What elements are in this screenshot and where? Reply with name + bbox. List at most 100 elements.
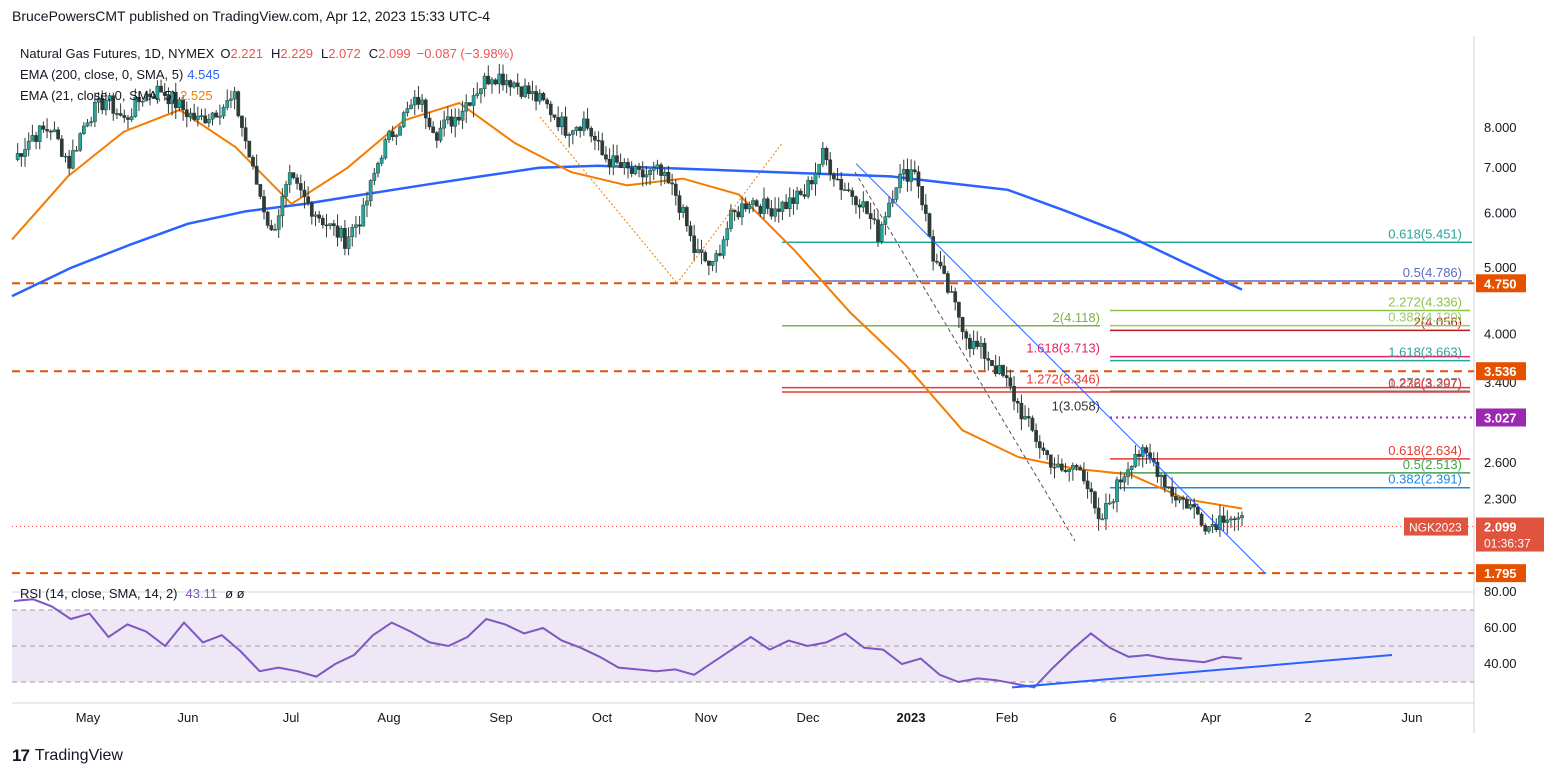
fib-leg-a bbox=[539, 116, 678, 284]
candle-body bbox=[107, 95, 112, 101]
candle-body bbox=[662, 171, 667, 176]
candle-body bbox=[460, 110, 465, 121]
time-label: May bbox=[76, 710, 101, 725]
candle-body bbox=[747, 204, 752, 210]
candle-body bbox=[1185, 499, 1189, 509]
candle-body bbox=[563, 116, 568, 136]
time-label: Oct bbox=[592, 710, 613, 725]
candle-body bbox=[199, 115, 204, 118]
candle-body bbox=[173, 91, 178, 108]
candle-body bbox=[1210, 524, 1215, 527]
candle-body bbox=[648, 169, 652, 175]
legend-c: 2.099 bbox=[378, 46, 411, 61]
candle-body bbox=[162, 92, 167, 96]
candle-body bbox=[19, 153, 24, 157]
candle-body bbox=[295, 177, 299, 184]
candle-body bbox=[839, 179, 844, 191]
candle-body bbox=[1015, 401, 1020, 404]
fib-label: 1.272(3.307) bbox=[1388, 375, 1462, 390]
candle-body bbox=[482, 75, 487, 89]
time-label: Nov bbox=[694, 710, 718, 725]
footer: 17 TradingView bbox=[12, 746, 123, 766]
candle-body bbox=[1118, 479, 1123, 483]
candle-body bbox=[673, 183, 678, 196]
candle-body bbox=[52, 129, 57, 133]
time-axis: May Jun Jul Aug Sep Oct Nov Dec 2023 Feb 6 Apr 2 Jun bbox=[76, 710, 1423, 725]
candle-body bbox=[762, 198, 766, 214]
candle-body bbox=[78, 133, 83, 151]
candle-body bbox=[526, 85, 531, 95]
candle-body bbox=[1192, 504, 1197, 508]
candle-body bbox=[953, 291, 958, 303]
candle-body bbox=[137, 96, 141, 103]
candle-body bbox=[26, 140, 31, 150]
candle-body bbox=[659, 164, 663, 176]
candle-body bbox=[607, 158, 612, 168]
candle-body bbox=[541, 93, 546, 101]
publisher-line: BrucePowersCMT published on TradingView.… bbox=[12, 8, 491, 24]
rsi-pane bbox=[12, 598, 1474, 689]
candle-body bbox=[809, 180, 814, 185]
candle-body bbox=[420, 99, 424, 105]
candle-body bbox=[291, 172, 296, 179]
candle-body bbox=[537, 93, 542, 102]
price-tick: 2.300 bbox=[1484, 491, 1517, 506]
candle-body bbox=[909, 169, 913, 182]
candle-body bbox=[1100, 518, 1105, 521]
candle-body bbox=[184, 109, 189, 118]
candle-body bbox=[214, 112, 219, 118]
candle-body bbox=[387, 131, 391, 140]
candle-body bbox=[269, 225, 274, 231]
candle-body bbox=[1085, 480, 1090, 490]
candle-body bbox=[409, 104, 413, 109]
candle-body bbox=[596, 139, 601, 142]
candle-body bbox=[758, 206, 763, 214]
candle-body bbox=[170, 91, 174, 105]
candle-body bbox=[445, 116, 450, 121]
candle-body bbox=[1129, 466, 1134, 470]
candle-body bbox=[236, 91, 241, 117]
candle-body bbox=[751, 200, 755, 205]
candle-body bbox=[802, 194, 807, 197]
candle-body bbox=[438, 127, 443, 141]
candle-body bbox=[93, 101, 97, 122]
candle-body bbox=[118, 113, 123, 116]
candle-body bbox=[1196, 506, 1200, 515]
candle-body bbox=[324, 224, 329, 227]
candle-body bbox=[1089, 488, 1094, 493]
candle-body bbox=[287, 172, 292, 185]
candle-body bbox=[1173, 496, 1178, 501]
candle-body bbox=[405, 108, 410, 113]
candle-body bbox=[126, 117, 130, 120]
candle-body bbox=[368, 180, 373, 202]
legend-rsi-part: RSI (14, close, SMA, 14, 2) bbox=[20, 586, 178, 601]
last-price-text: 2.099 bbox=[1484, 520, 1517, 535]
candle-body bbox=[1181, 497, 1186, 500]
candle-body bbox=[559, 116, 564, 128]
candle-body bbox=[23, 149, 27, 157]
candle-body bbox=[765, 198, 770, 209]
candle-body bbox=[927, 213, 932, 237]
candle-body bbox=[486, 75, 491, 85]
candle-body bbox=[920, 186, 924, 206]
candle-body bbox=[773, 208, 777, 217]
fib-leg-b bbox=[676, 142, 783, 284]
candle-body bbox=[1218, 515, 1222, 531]
time-label: Apr bbox=[1201, 710, 1222, 725]
fib-label: 0.618(5.451) bbox=[1388, 226, 1462, 241]
candle-body bbox=[1115, 479, 1119, 502]
candle-body bbox=[934, 260, 939, 263]
candle-body bbox=[247, 140, 252, 158]
price-tag-text: 4.750 bbox=[1484, 276, 1517, 291]
candle-body bbox=[1008, 377, 1013, 387]
candle-body bbox=[133, 96, 138, 117]
candle-body bbox=[254, 165, 259, 185]
candle-body bbox=[111, 95, 116, 114]
candle-body bbox=[434, 132, 439, 141]
candle-body bbox=[651, 167, 656, 171]
candle-body bbox=[1155, 461, 1160, 477]
candle-body bbox=[45, 129, 49, 132]
candle-body bbox=[361, 204, 366, 227]
candle-body bbox=[692, 235, 697, 253]
